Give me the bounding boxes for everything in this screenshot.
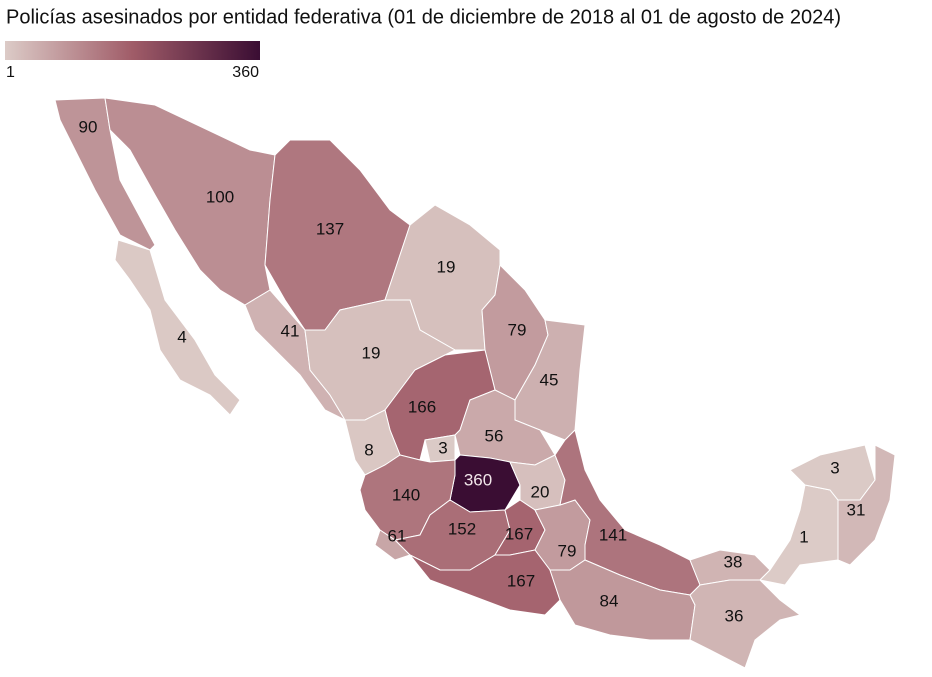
region — [374, 529, 411, 561]
region-value: 36 — [725, 606, 744, 625]
region-value: 3 — [830, 458, 839, 477]
region-value: 90 — [79, 117, 98, 136]
region-value: 79 — [558, 541, 577, 560]
region-value: 140 — [392, 485, 420, 504]
region-value: 20 — [531, 482, 550, 501]
region-value: 41 — [281, 321, 300, 340]
region-value: 84 — [600, 591, 619, 610]
region-value: 167 — [505, 524, 533, 543]
region-value: 8 — [364, 440, 373, 459]
legend-max: 360 — [232, 64, 259, 81]
region-value: 19 — [437, 257, 456, 276]
map-title: Policías asesinados por entidad federati… — [6, 6, 841, 28]
labels: 90 4 100 137 19 41 19 79 45 166 8 3 56 360 20 140 61 152 1… — [79, 117, 866, 625]
region-value: 166 — [408, 397, 436, 416]
region-value: 38 — [724, 552, 743, 571]
region — [837, 444, 896, 566]
region-value: 56 — [485, 426, 504, 445]
region-value: 360 — [464, 470, 492, 489]
region-value: 79 — [508, 320, 527, 339]
region-value: 4 — [177, 327, 186, 346]
regions — [54, 97, 896, 669]
region-value: 31 — [847, 500, 866, 519]
legend-bar — [5, 41, 260, 60]
region-value: 152 — [448, 519, 476, 538]
region-value: 61 — [388, 526, 407, 545]
legend-min: 1 — [6, 64, 15, 81]
region-value: 141 — [599, 525, 627, 544]
region-value: 19 — [362, 343, 381, 362]
region-value: 3 — [438, 438, 447, 457]
region-value: 1 — [799, 527, 808, 546]
region-value: 167 — [507, 571, 535, 590]
region-value: 45 — [540, 370, 559, 389]
region-value: 137 — [316, 219, 344, 238]
region — [689, 579, 802, 669]
region-value: 100 — [206, 187, 234, 206]
region — [114, 239, 241, 416]
